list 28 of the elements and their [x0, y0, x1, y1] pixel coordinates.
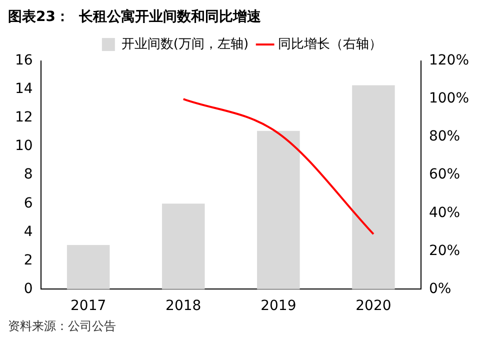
legend-label: 开业间数(万间，左轴) [121, 36, 249, 52]
bar [257, 130, 300, 290]
y-tick-label: 8 [24, 166, 33, 183]
y-tick-label: 14 [14, 81, 33, 98]
x-tick-label: 2019 [260, 298, 296, 314]
y2-tick-label: 40% [428, 204, 460, 221]
text: 资料来源：公司公告 [8, 318, 117, 335]
x-tick-label: 2018 [166, 298, 202, 314]
y-tick-label: 10 [14, 138, 33, 154]
y2-tick-label: 60% [428, 166, 460, 183]
x-tick-label: 2017 [70, 298, 106, 314]
chart-title: 图表23： 长租公寓开业间数和同比增速 [8, 8, 262, 26]
y-tick-label: 6 [24, 195, 33, 212]
y-tick-label: 0 [24, 280, 33, 297]
bar [352, 85, 395, 290]
bar [66, 244, 110, 290]
y-tick-label: 4 [24, 224, 33, 240]
y2-tick-label: 80% [428, 128, 460, 145]
y2-tick-label: 120% [428, 52, 470, 69]
legend-label: 同比增长（右轴） [278, 36, 382, 52]
y-tick-label: 2 [24, 252, 33, 268]
y2-tick-label: 20% [428, 242, 460, 259]
y2-tick-label: 100% [428, 90, 470, 107]
y-tick-label: 12 [14, 110, 33, 126]
bar [162, 204, 205, 290]
y2-tick-label: 0% [428, 280, 452, 297]
x-tick-label: 2020 [356, 298, 392, 314]
y-tick-label: 16 [14, 52, 33, 69]
